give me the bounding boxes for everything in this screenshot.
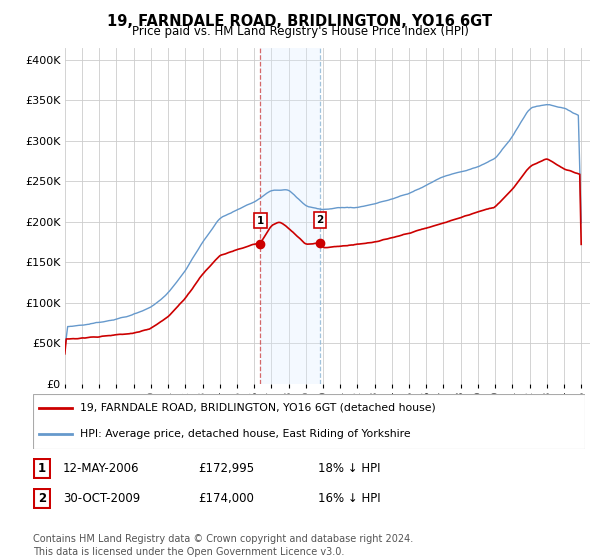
Text: Price paid vs. HM Land Registry's House Price Index (HPI): Price paid vs. HM Land Registry's House … — [131, 25, 469, 38]
Text: 19, FARNDALE ROAD, BRIDLINGTON, YO16 6GT: 19, FARNDALE ROAD, BRIDLINGTON, YO16 6GT — [107, 14, 493, 29]
Bar — [260, 48, 320, 384]
Text: 2: 2 — [38, 492, 46, 505]
Text: 30-OCT-2009: 30-OCT-2009 — [63, 492, 140, 505]
Text: 12-MAY-2006: 12-MAY-2006 — [63, 462, 139, 475]
Text: £172,995: £172,995 — [198, 462, 254, 475]
Text: Contains HM Land Registry data © Crown copyright and database right 2024.
This d: Contains HM Land Registry data © Crown c… — [33, 534, 413, 557]
Text: 16% ↓ HPI: 16% ↓ HPI — [318, 492, 380, 505]
Text: 1: 1 — [38, 462, 46, 475]
Text: 2: 2 — [316, 215, 323, 225]
Text: HPI: Average price, detached house, East Riding of Yorkshire: HPI: Average price, detached house, East… — [80, 429, 410, 438]
Text: 1: 1 — [257, 216, 264, 226]
Text: 18% ↓ HPI: 18% ↓ HPI — [318, 462, 380, 475]
Text: 19, FARNDALE ROAD, BRIDLINGTON, YO16 6GT (detached house): 19, FARNDALE ROAD, BRIDLINGTON, YO16 6GT… — [80, 403, 436, 413]
Text: £174,000: £174,000 — [198, 492, 254, 505]
